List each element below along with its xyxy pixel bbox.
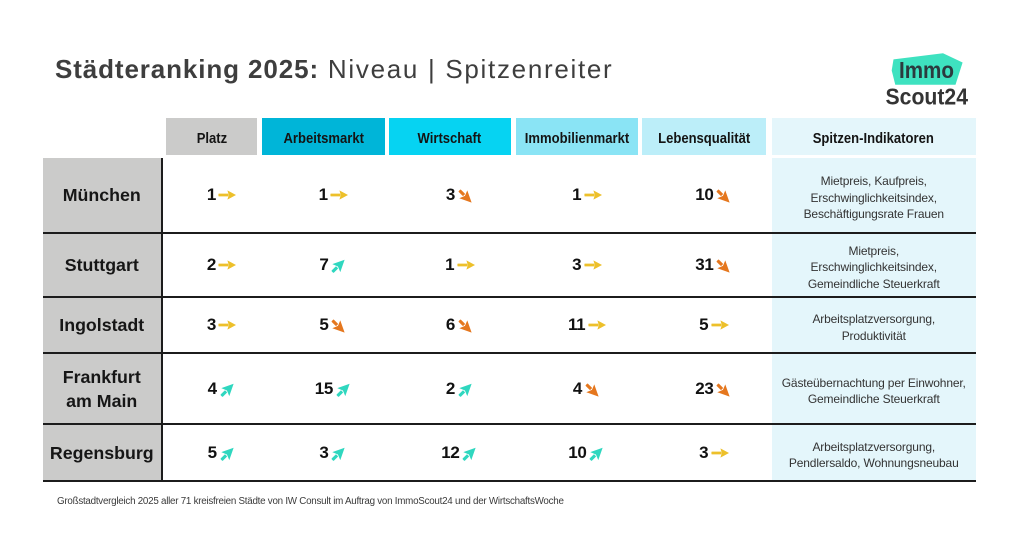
svg-text:Immo: Immo — [899, 57, 954, 83]
svg-text:Scout24: Scout24 — [886, 84, 969, 110]
